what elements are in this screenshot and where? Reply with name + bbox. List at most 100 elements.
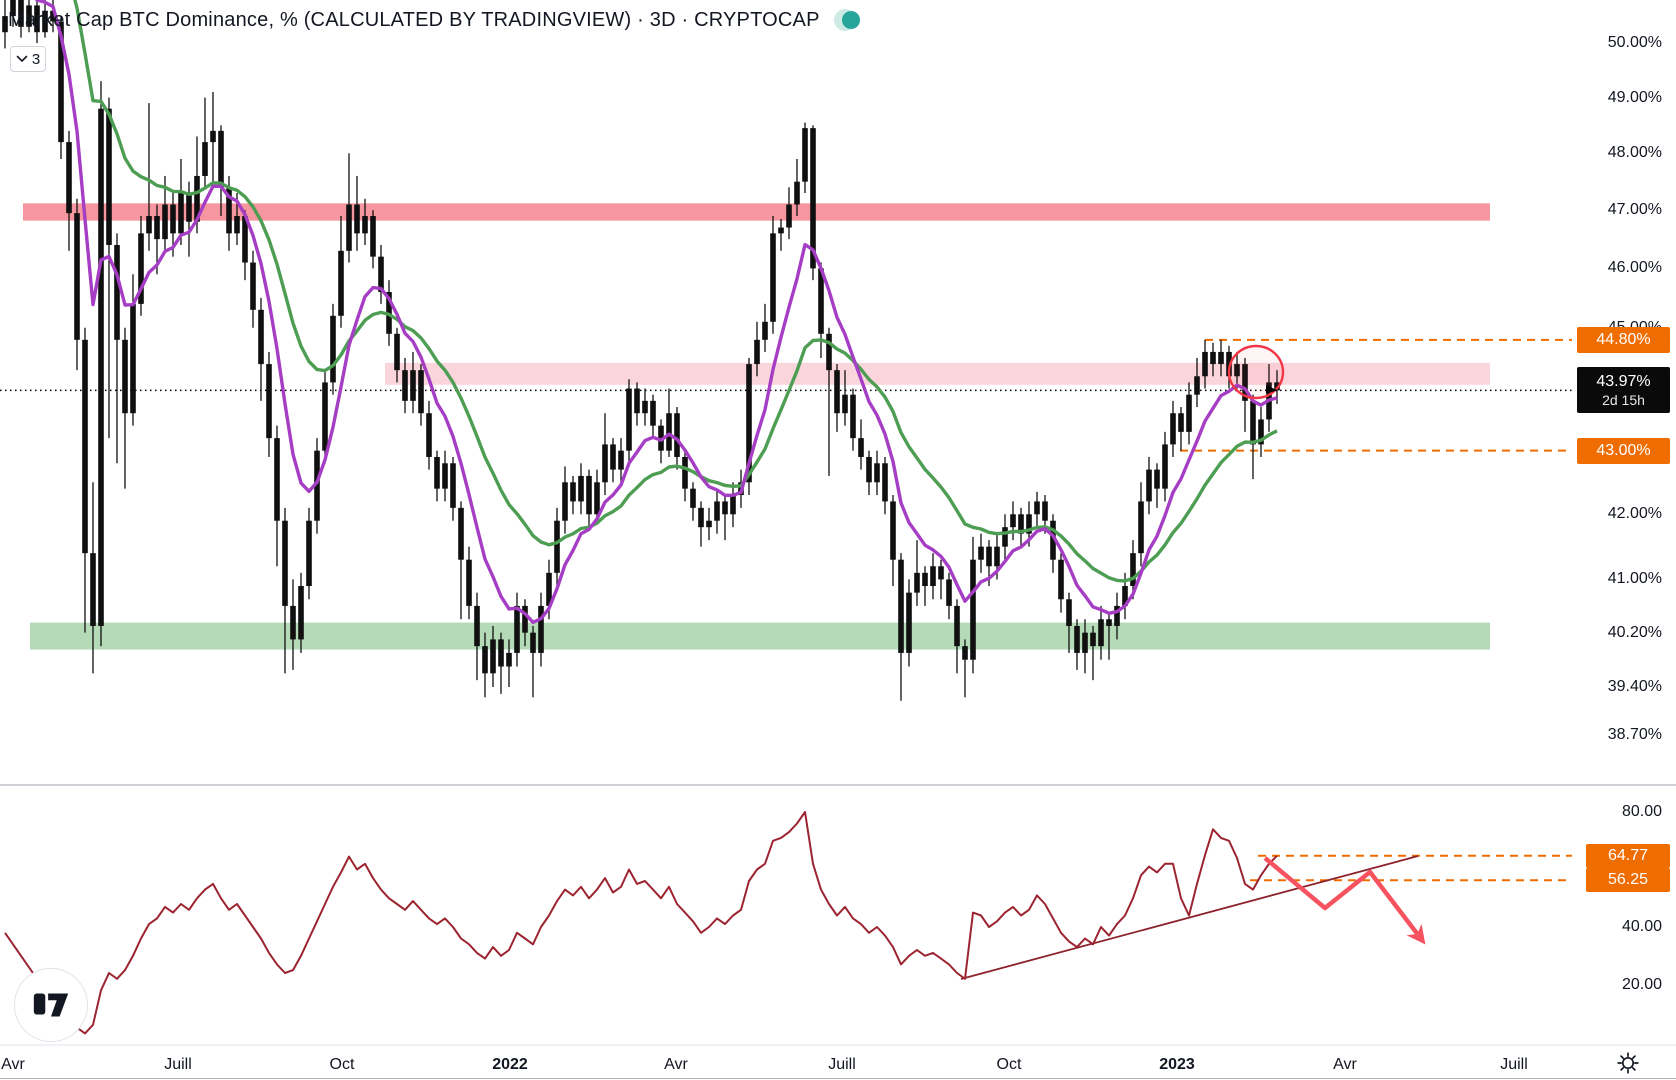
candle [298, 572, 304, 653]
rsi-ray-label[interactable]: 64.77 [1586, 843, 1670, 868]
candle-body [1170, 413, 1176, 445]
candle [250, 250, 256, 328]
candle [466, 546, 472, 620]
candle [914, 540, 920, 606]
candle-body [250, 262, 256, 310]
candle [602, 413, 608, 496]
candle [1074, 619, 1080, 670]
candle-body [842, 394, 848, 414]
candle-body [1258, 419, 1264, 445]
candle-body [10, 0, 16, 17]
candle-body [706, 520, 712, 528]
candle [282, 507, 288, 674]
candle-body [890, 501, 896, 560]
candle [418, 364, 424, 426]
candle [562, 466, 568, 534]
rsi-pane[interactable] [4, 811, 1572, 1035]
candle [370, 210, 376, 269]
tradingview-logo[interactable] [14, 968, 88, 1042]
time-tick-label: 2022 [492, 1056, 528, 1073]
candle-body [514, 605, 520, 653]
candle-body [610, 444, 616, 470]
candle-body [442, 463, 448, 489]
rsi-tick-label: 40.00 [1621, 918, 1662, 935]
candle-body [458, 507, 464, 560]
candle [714, 488, 720, 534]
resistance-pink [385, 362, 1490, 385]
candle-body [1034, 501, 1040, 515]
candle-body [370, 216, 376, 257]
candle-body [914, 572, 920, 593]
rsi-ray-label[interactable]: 56.25 [1586, 868, 1670, 893]
rsi-trendline[interactable] [960, 855, 1419, 980]
candle-body [1090, 632, 1096, 647]
candle-body [1050, 520, 1056, 560]
ma-slow-line [73, 0, 1278, 583]
candle-body [1234, 364, 1240, 377]
candle-body [122, 339, 128, 414]
candle [1202, 339, 1208, 389]
candle-body [218, 130, 224, 188]
time-tick-label: Juill [1500, 1056, 1528, 1073]
candle [962, 639, 968, 698]
candle-body [130, 303, 136, 414]
candle [898, 553, 904, 701]
candle [330, 303, 336, 395]
forecast-arrow[interactable] [1263, 856, 1426, 945]
candle [762, 303, 768, 352]
ray-price-label[interactable]: 44.80% [1577, 326, 1670, 353]
candle-body [18, 0, 24, 27]
candle [1002, 514, 1008, 560]
candle [1050, 514, 1056, 573]
candle-body [1274, 382, 1280, 391]
time-tick-label: Juill [828, 1056, 856, 1073]
price-tick-label: 39.40% [1607, 678, 1662, 695]
candle-body [538, 605, 544, 653]
candle [2, 0, 8, 49]
candle-body [274, 438, 280, 521]
candle [874, 450, 880, 496]
symbol-title[interactable]: Market Cap BTC Dominance, % (CALCULATED … [8, 8, 820, 31]
candle-body [50, 10, 56, 22]
candle [634, 382, 640, 426]
ray-price-label[interactable]: 43.00% [1577, 437, 1670, 464]
current-price-label[interactable]: 43.97% 2d 15h [1577, 367, 1670, 414]
candle [866, 450, 872, 496]
candle-body [978, 546, 984, 560]
candle-body [722, 501, 728, 515]
candle-body [714, 501, 720, 521]
candle-body [418, 370, 424, 414]
candle [362, 198, 368, 245]
candle [514, 592, 520, 667]
candle [290, 579, 296, 670]
candle [258, 297, 264, 401]
candle-body [698, 507, 704, 528]
candle-body [882, 463, 888, 502]
candle-body [26, 5, 32, 27]
candle [1210, 342, 1216, 377]
indicators-collapse-button[interactable]: 3 [10, 46, 46, 72]
candle-body [346, 204, 352, 251]
candle [578, 463, 584, 515]
price-pane[interactable] [0, 0, 1572, 701]
candle [450, 456, 456, 521]
candle [1034, 491, 1040, 528]
settings-gear-icon[interactable] [1615, 1050, 1641, 1076]
rsi-tick-label: 80.00 [1621, 803, 1662, 820]
current-price: 43.97% [1596, 372, 1651, 390]
candle [842, 370, 848, 426]
candle [938, 559, 944, 600]
candle-body [626, 388, 632, 451]
data-status-icon[interactable] [833, 8, 860, 32]
candle-body [946, 579, 952, 606]
candle-body [642, 400, 648, 414]
ellipse-annotation[interactable] [1227, 344, 1285, 400]
price-tick-label: 47.00% [1607, 201, 1662, 219]
candle-body [1002, 527, 1008, 547]
candle [1218, 339, 1224, 377]
candle-body [1114, 605, 1120, 626]
candle [810, 125, 816, 281]
candle-body [434, 456, 440, 489]
